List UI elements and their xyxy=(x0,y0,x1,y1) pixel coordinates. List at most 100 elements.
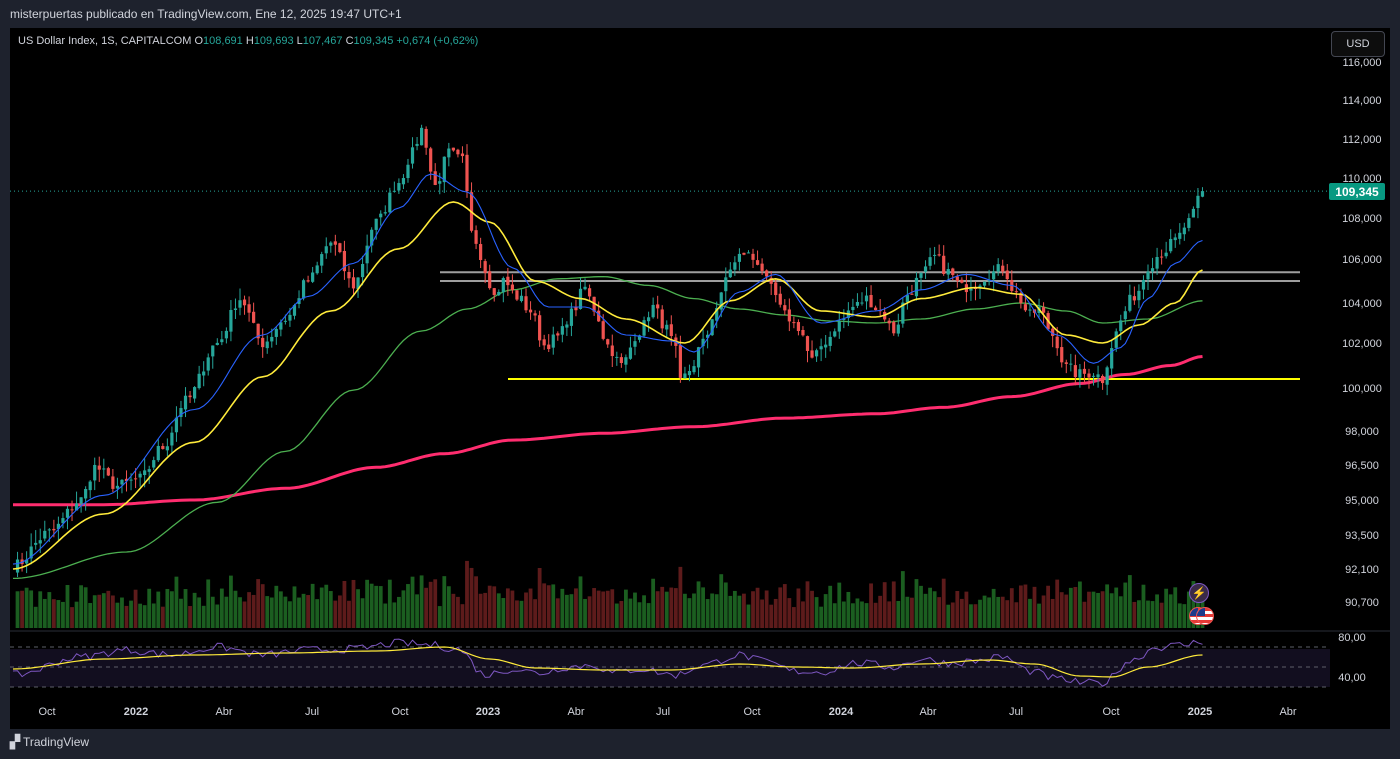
close-label: C xyxy=(345,35,354,47)
volume-bar xyxy=(723,582,728,628)
volume-bar xyxy=(1005,600,1010,628)
volume-bar xyxy=(937,597,942,628)
volume-bar xyxy=(151,603,156,628)
candle-body xyxy=(937,254,941,256)
candle-body xyxy=(193,387,197,399)
candle-body xyxy=(678,345,682,378)
candle-body xyxy=(737,253,741,262)
volume-bar xyxy=(487,585,492,628)
candle-body xyxy=(946,269,950,275)
volume-bar xyxy=(1109,593,1114,628)
price-tick-label: 96,500 xyxy=(1345,460,1379,472)
volume-bar xyxy=(1050,598,1055,628)
candle-body xyxy=(896,324,900,334)
volume-bar xyxy=(1032,586,1037,628)
volume-bar xyxy=(1041,595,1046,628)
candle-body xyxy=(1178,232,1182,239)
candle-body xyxy=(306,280,310,282)
us-flag-icon[interactable] xyxy=(1189,607,1215,627)
volume-bar xyxy=(179,598,183,628)
candle-body xyxy=(256,323,260,339)
volume-bar xyxy=(233,590,238,628)
time-tick-label: Abr xyxy=(919,706,936,718)
candle-body xyxy=(728,269,732,278)
candle-body xyxy=(742,252,746,255)
candle-body xyxy=(928,257,932,266)
tradingview-logo[interactable]: ▞ TradingView xyxy=(10,734,89,750)
volume-bar xyxy=(428,581,433,628)
candle-body xyxy=(47,529,51,531)
volume-bar xyxy=(496,593,501,628)
candle-body xyxy=(751,253,755,260)
candles xyxy=(15,124,1205,578)
volume-bar xyxy=(614,603,619,628)
lightning-icon[interactable]: ⚡ xyxy=(1189,583,1209,603)
candle-body xyxy=(719,292,723,310)
volume-bar xyxy=(224,596,229,628)
candle-body xyxy=(401,178,406,185)
volume-bar xyxy=(1118,596,1123,628)
volume-bar xyxy=(596,590,601,628)
volume-bar xyxy=(887,601,892,628)
volume-bar xyxy=(47,592,52,628)
volume-bar xyxy=(905,596,910,628)
candle-body xyxy=(755,260,760,265)
volume-bar xyxy=(51,599,56,628)
candle-body xyxy=(283,320,287,322)
volume-bar xyxy=(1064,594,1069,628)
candle-body xyxy=(683,373,687,379)
candle-body xyxy=(733,262,737,270)
volume-bar xyxy=(751,591,755,628)
candle-body xyxy=(687,370,692,376)
volume-bar xyxy=(1186,591,1191,628)
volume-bar xyxy=(74,601,79,628)
volume-bar xyxy=(864,603,869,628)
candle-body xyxy=(183,395,188,410)
volume-bar xyxy=(183,589,188,628)
candle-body xyxy=(524,296,528,311)
volume-bar xyxy=(923,593,928,628)
volume-bar xyxy=(991,588,996,628)
volume-bar xyxy=(29,590,34,628)
tradingview-brand: TradingView xyxy=(23,735,90,749)
volume-bar xyxy=(401,590,406,628)
price-tick-label: 95,000 xyxy=(1345,495,1379,507)
candle-body xyxy=(379,213,383,218)
candle-body xyxy=(1123,311,1127,320)
volume-bar xyxy=(61,601,65,628)
candle-body xyxy=(633,341,637,347)
volume-bar xyxy=(760,599,764,628)
volume-bar xyxy=(129,600,133,628)
candle-body xyxy=(315,265,319,274)
volume-bar xyxy=(633,592,637,628)
volume-bar xyxy=(551,584,556,628)
currency-button[interactable]: USD xyxy=(1331,31,1385,57)
volume-bar xyxy=(964,591,969,628)
volume-bar xyxy=(796,588,801,628)
candle-body xyxy=(88,481,92,491)
volume-bar xyxy=(124,605,129,628)
candle-body xyxy=(147,469,151,472)
candle-body xyxy=(156,445,160,461)
volume-bar xyxy=(791,607,796,628)
candle-body xyxy=(1114,331,1118,348)
candle-body xyxy=(106,468,110,476)
volume-bar xyxy=(542,583,547,628)
rsi-pane xyxy=(10,638,1330,688)
candle-body xyxy=(919,272,923,278)
candle-body xyxy=(165,446,169,451)
candle-body xyxy=(1196,195,1200,209)
candle-body xyxy=(197,373,201,389)
volume-bar xyxy=(170,591,174,628)
candle-body xyxy=(1055,336,1059,349)
candle-body xyxy=(370,229,374,246)
candle-body xyxy=(855,302,860,306)
candle-body xyxy=(152,460,156,468)
volume-bar xyxy=(823,594,828,628)
high-value: 109,693 xyxy=(253,35,294,47)
candle-body xyxy=(211,345,215,357)
time-tick-label: 2023 xyxy=(476,706,500,718)
candle-body xyxy=(583,286,587,290)
candle-body xyxy=(942,255,946,274)
